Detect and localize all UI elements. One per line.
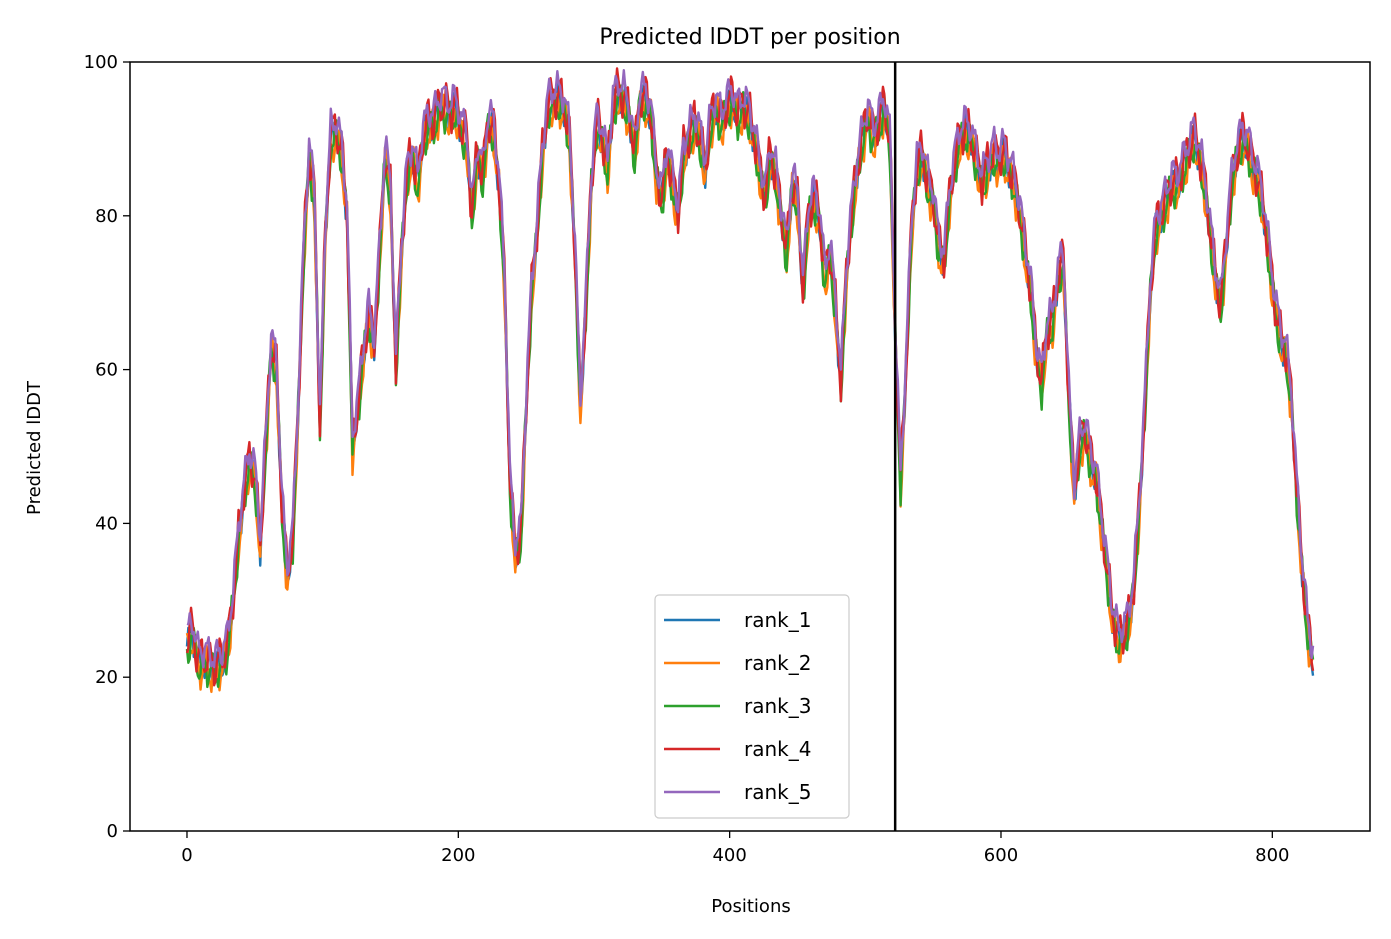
chart-title: Predicted lDDT per position [599,25,900,50]
x-tick-label: 200 [441,845,475,866]
x-tick-label: 600 [984,845,1018,866]
legend: rank_1 rank_2 rank_3 rank_4 rank_5 [654,594,850,819]
y-tick-label: 60 [95,360,118,381]
series-line-rank_5 [186,68,1315,669]
x-tick-label: 0 [181,845,192,866]
y-axis-label: Predicted lDDT [24,380,45,515]
legend-label-rank_4: rank_4 [744,737,811,761]
y-tick-label: 20 [95,667,118,688]
legend-frame [654,594,850,819]
legend-label-rank_5: rank_5 [744,780,811,804]
x-axis-label: Positions [711,896,790,917]
legend-label-rank_2: rank_2 [744,651,811,675]
series-group [185,67,1315,694]
x-axis-ticks: 0 200 400 600 800 [181,831,1289,866]
plot-area [185,62,1315,831]
y-axis-ticks: 0 20 40 60 80 100 [84,52,130,842]
y-tick-label: 80 [95,206,118,227]
legend-label-rank_1: rank_1 [744,608,811,632]
axes-frame [129,61,1371,832]
legend-label-rank_3: rank_3 [744,694,811,718]
y-tick-label: 0 [107,821,118,842]
y-tick-label: 40 [95,513,118,534]
x-tick-label: 400 [712,845,746,866]
x-tick-label: 800 [1255,845,1289,866]
y-tick-label: 100 [84,52,118,73]
